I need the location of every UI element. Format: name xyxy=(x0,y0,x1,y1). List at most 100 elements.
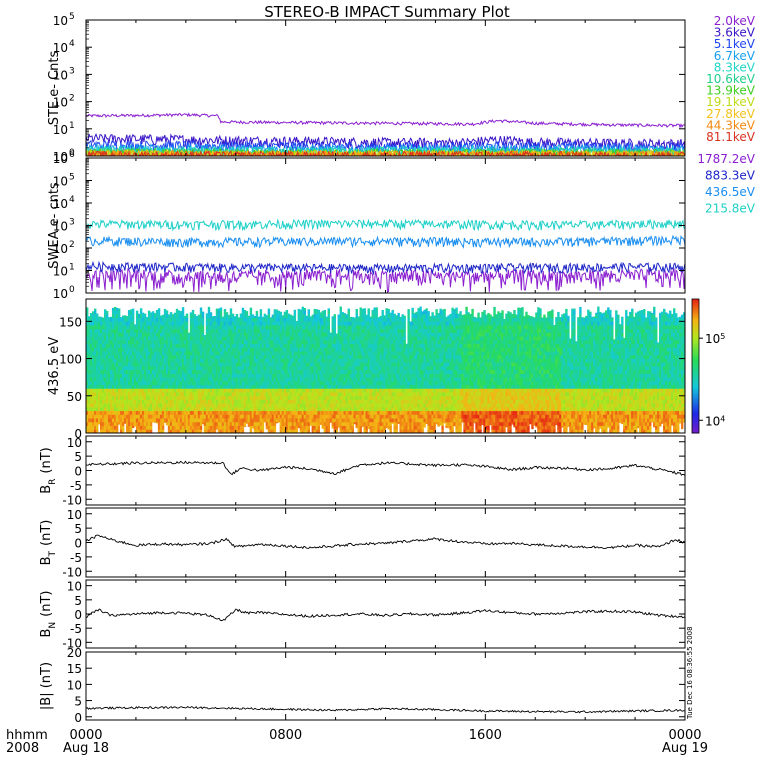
spectrogram-cell xyxy=(273,332,277,337)
spectrogram-cell xyxy=(157,369,161,374)
spectrogram-cell xyxy=(221,406,225,412)
spectrogram-cell xyxy=(337,328,340,333)
spectrogram-cell xyxy=(181,313,185,319)
spectrogram-cell xyxy=(339,380,342,386)
spectrogram-cell xyxy=(327,414,330,419)
spectrogram-cell xyxy=(257,421,261,426)
spectrogram-cell xyxy=(255,332,259,337)
spectrogram-cell xyxy=(201,325,205,330)
spectrogram-cell xyxy=(247,366,251,371)
spectrogram-cell xyxy=(365,392,368,397)
spectrogram-cell xyxy=(231,336,235,341)
spectrogram-cell xyxy=(173,373,177,378)
spectrogram-cell xyxy=(131,343,135,348)
spectrogram-cell xyxy=(361,343,364,348)
spectrogram-cell xyxy=(135,410,139,415)
spectrogram-cell xyxy=(333,366,336,371)
spectrogram-cell xyxy=(353,369,356,374)
spectrogram-cell xyxy=(241,310,245,315)
spectrogram-cell xyxy=(237,377,241,382)
spectrogram-cell xyxy=(223,310,227,315)
spectrogram-cell xyxy=(363,354,366,359)
spectrogram-cell xyxy=(235,410,239,415)
spectrogram-cell xyxy=(279,328,283,333)
spectrogram-cell xyxy=(199,388,203,393)
spectrogram-cell xyxy=(329,410,332,415)
spectrogram-cell xyxy=(159,336,163,341)
spectrogram-cell xyxy=(261,347,265,352)
spectrogram-cell xyxy=(309,395,313,400)
spectrogram-cell xyxy=(187,369,191,374)
spectrogram-cell xyxy=(277,392,281,397)
spectrogram-cell xyxy=(349,399,352,404)
spectrogram-cell xyxy=(291,336,295,341)
spectrogram-cell xyxy=(145,373,149,378)
spectrogram-cell xyxy=(149,384,153,389)
spectrogram-cell xyxy=(315,339,319,345)
spectrogram-cell xyxy=(259,392,263,397)
spectrogram-cell xyxy=(369,317,372,322)
spectrogram-cell xyxy=(287,425,291,430)
spectrogram-cell xyxy=(111,347,115,352)
spectrogram-cell xyxy=(143,347,147,352)
spectrogram-cell xyxy=(189,362,193,367)
spectrogram-cell xyxy=(213,410,217,415)
spectrogram-cell xyxy=(311,392,315,397)
spectrogram-cell xyxy=(351,384,354,389)
spectrogram-cell xyxy=(131,421,135,426)
spectrogram-cell xyxy=(271,351,275,356)
spectrogram-cell xyxy=(273,392,277,397)
spectrogram-cell xyxy=(327,380,330,386)
spectrogram-cell xyxy=(86,421,89,426)
spectrogram-cell xyxy=(211,362,215,367)
spectrogram-cell xyxy=(307,351,311,356)
spectrogram-cell xyxy=(175,310,179,315)
spectrogram-cell xyxy=(243,388,247,393)
spectrogram-cell xyxy=(353,392,356,397)
spectrogram-cell xyxy=(299,328,303,333)
spectrogram-cell xyxy=(319,339,323,345)
spectrogram-cell xyxy=(135,332,139,337)
spectrogram-cell xyxy=(209,313,213,319)
spectrogram-cell xyxy=(327,410,330,415)
spectrogram-cell xyxy=(301,354,305,359)
spectrogram-cell xyxy=(143,410,147,415)
spectrogram-cell xyxy=(313,325,317,330)
spectrogram-cell xyxy=(129,328,133,333)
spectrogram-cell xyxy=(309,332,313,337)
spectrogram-cell xyxy=(343,414,346,419)
spectrogram-cell xyxy=(343,336,346,341)
spectrogram-cell xyxy=(257,429,261,433)
spectrogram-cell xyxy=(241,362,245,367)
spectrogram-cell xyxy=(337,373,340,378)
spectrogram-cell xyxy=(111,332,115,337)
spectrogram-cell xyxy=(167,377,171,382)
spectrogram-cell xyxy=(88,418,91,423)
spectrogram-cell xyxy=(303,380,307,386)
spectrogram-cell xyxy=(281,395,285,400)
spectrogram-cell xyxy=(239,380,243,386)
spectrogram-cell xyxy=(201,358,205,363)
spectrogram-cell xyxy=(127,425,131,430)
spectrogram-cell xyxy=(113,425,117,430)
spectrogram-cell xyxy=(131,410,135,415)
spectrogram-cell xyxy=(149,354,153,359)
spectrogram-cell xyxy=(375,410,378,415)
spectrogram-cell xyxy=(197,395,201,400)
spectrogram-cell xyxy=(229,325,233,330)
spectrogram-cell xyxy=(173,388,177,393)
spectrogram-cell xyxy=(245,354,249,359)
spectrogram-cell xyxy=(181,343,185,348)
spectrogram-cell xyxy=(285,410,289,415)
spectrogram-cell xyxy=(315,429,319,433)
spectrogram-cell xyxy=(167,384,171,389)
spectrogram-cell xyxy=(363,406,366,412)
spectrogram-cell xyxy=(207,354,211,359)
spectrogram-cell xyxy=(281,384,285,389)
spectrogram-cell xyxy=(361,308,364,311)
spectrogram-cell xyxy=(263,399,267,404)
spectrogram-cell xyxy=(273,354,277,359)
spectrogram-cell xyxy=(101,392,105,397)
spectrogram-cell xyxy=(143,384,147,389)
spectrogram-cell xyxy=(113,362,117,367)
